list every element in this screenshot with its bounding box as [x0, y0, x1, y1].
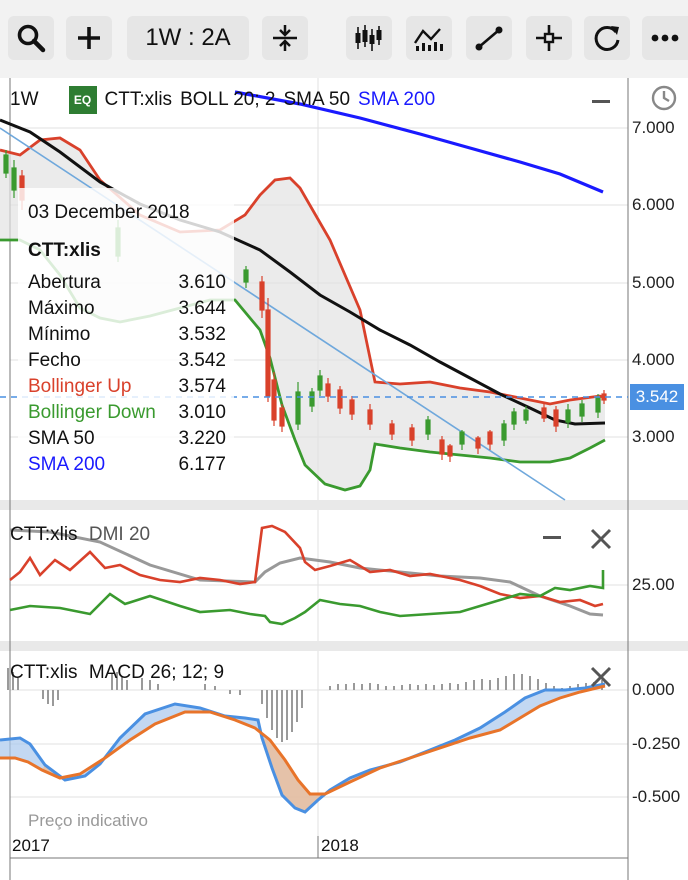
macd-fill-orange: [42, 738, 325, 812]
candles-icon: [355, 25, 382, 51]
more-icon: [651, 34, 679, 42]
clock-icon[interactable]: [650, 84, 678, 112]
tooltip-symbol: CTT:xlis: [28, 240, 101, 261]
tooltip-value: 3.532: [178, 324, 226, 345]
tooltip-label: SMA 50: [28, 428, 95, 449]
main-legend: 1W EQ CTT:xlis BOLL 20; 2 SMA 50 SMA 200: [0, 86, 443, 114]
add-button[interactable]: [66, 16, 112, 60]
compare-icon: [273, 25, 297, 51]
dmi-legend: CTT:xlis DMI 20: [10, 524, 150, 546]
macd-symbol[interactable]: CTT:xlis: [10, 662, 78, 683]
dmi-red-line: [9, 524, 604, 608]
indicator-sma50[interactable]: SMA 50: [283, 89, 351, 110]
y-tick: 6.000: [632, 195, 675, 214]
toolbar: 1W : 2A: [0, 0, 688, 78]
tooltip-date: 03 December 2018: [28, 202, 190, 223]
macd-line: [0, 682, 606, 814]
indicators-button[interactable]: [406, 16, 452, 60]
tooltip-row-low: Mínimo 3.532: [28, 324, 226, 346]
close-macd-icon[interactable]: [590, 666, 612, 688]
dmi-indicator[interactable]: DMI 20: [88, 524, 151, 545]
compare-button[interactable]: [262, 16, 308, 60]
search-button[interactable]: [8, 16, 54, 60]
tooltip-row-sma50: SMA 50 3.220: [28, 428, 226, 450]
macd-legend: CTT:xlis MACD 26; 12; 9: [10, 662, 224, 684]
plus-icon: [78, 27, 100, 49]
tooltip-label: Bollinger Down: [28, 402, 156, 423]
draw-line-button[interactable]: [466, 16, 512, 60]
macd-y-tick: -0.250: [632, 734, 681, 753]
tooltip-value: 3.574: [178, 376, 226, 397]
x-axis-label: 2017: [12, 836, 50, 855]
period-label: 1W: [10, 89, 39, 110]
tooltip-value: 3.542: [178, 350, 226, 371]
crosshair-button[interactable]: [526, 16, 572, 60]
tooltip-label: SMA 200: [28, 454, 106, 475]
search-icon: [17, 24, 46, 53]
tooltip-label: Fecho: [28, 350, 81, 371]
tooltip-row-sma200: SMA 200 6.177: [28, 454, 226, 476]
refresh-icon: [594, 25, 620, 51]
macd-y-tick: -0.500: [632, 787, 681, 806]
tooltip-label: Bollinger Up: [28, 376, 132, 397]
sma200-line: [234, 90, 604, 194]
y-tick: 3.000: [632, 427, 675, 446]
refresh-button[interactable]: [584, 16, 630, 60]
data-tooltip: 03 December 2018 CTT:xlis Abertura 3.610 …: [18, 188, 234, 478]
macd-signal-line: [0, 684, 606, 796]
y-tick: 5.000: [632, 273, 675, 292]
draw-line-icon: [475, 26, 503, 51]
macd-indicator[interactable]: MACD 26; 12; 9: [88, 662, 225, 683]
tooltip-row-boll-down: Bollinger Down 3.010: [28, 402, 226, 424]
tooltip-row-close: Fecho 3.542: [28, 350, 226, 372]
dmi-symbol[interactable]: CTT:xlis: [10, 524, 78, 545]
macd-fill-blue: [0, 684, 605, 812]
minimize-dmi-icon[interactable]: [543, 534, 561, 542]
crosshair-icon: [536, 25, 562, 51]
dmi-green-line: [9, 570, 605, 626]
tooltip-row-boll-up: Bollinger Up 3.574: [28, 376, 226, 398]
range-button[interactable]: 1W : 2A: [127, 16, 249, 60]
tooltip-label: Abertura: [28, 272, 101, 293]
tooltip-value: 3.610: [178, 272, 226, 293]
tooltip-value: 6.177: [178, 454, 226, 475]
close-dmi-icon[interactable]: [590, 528, 612, 550]
main-symbol[interactable]: CTT:xlis: [104, 89, 173, 110]
indicator-boll[interactable]: BOLL 20; 2: [180, 89, 276, 110]
tooltip-value: 3.644: [178, 298, 226, 319]
bollinger-up-line: [0, 136, 606, 406]
more-button[interactable]: [642, 16, 688, 60]
tooltip-label: Mínimo: [28, 324, 91, 345]
tooltip-label: Máximo: [28, 298, 95, 319]
current-price-tag: 3.542: [630, 384, 684, 410]
tooltip-value: 3.010: [178, 402, 226, 423]
tooltip-row-high: Máximo 3.644: [28, 298, 226, 320]
tooltip-row-open: Abertura 3.610: [28, 272, 226, 294]
macd-y-tick: 0.000: [632, 680, 675, 699]
y-tick: 4.000: [632, 350, 675, 369]
indicative-price-note: Preço indicativo: [28, 811, 149, 830]
dmi-y-tick: 25.00: [632, 575, 675, 594]
y-tick: 7.000: [632, 118, 675, 137]
indicator-sma200[interactable]: SMA 200: [358, 89, 436, 110]
range-label: 1W : 2A: [145, 24, 231, 51]
minimize-main-icon[interactable]: [592, 94, 610, 108]
eq-badge: EQ: [68, 86, 97, 114]
sma50-line: [0, 118, 606, 426]
candles-button[interactable]: [346, 16, 392, 60]
tooltip-value: 3.220: [178, 428, 226, 449]
x-axis-label: 2018: [321, 836, 359, 855]
indicators-icon: [414, 28, 443, 51]
